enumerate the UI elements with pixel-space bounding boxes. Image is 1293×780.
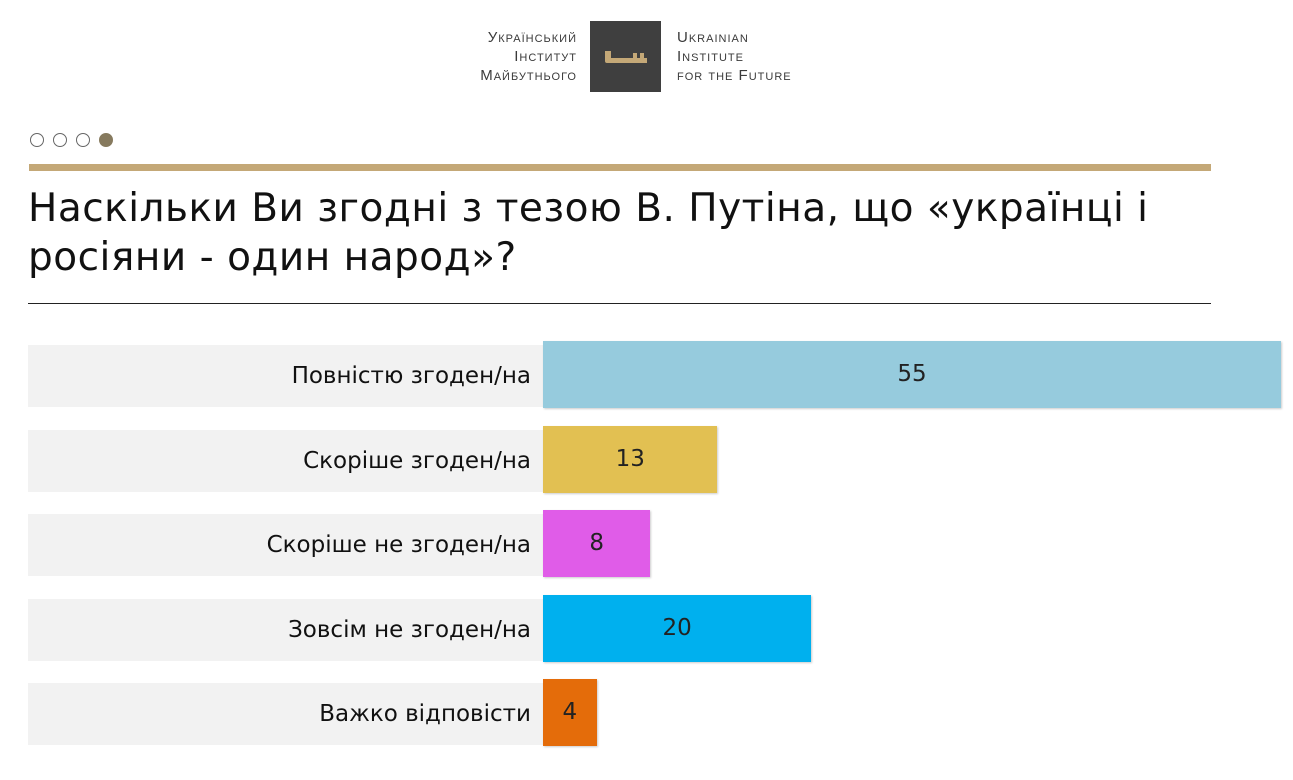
logo-line: Institute [677,48,744,65]
title-rule [28,303,1211,304]
bar: 4 [543,679,597,746]
category-label: Повністю згоден/на [28,345,543,407]
logo-line: for the Future [677,67,792,84]
category-label: Зовсім не згоден/на [28,598,543,661]
logo-line: Ukrainian [677,29,749,46]
logo-line: Майбутнього [480,67,577,84]
category-label: Скоріше не згоден/на [28,514,543,576]
chart-title: Наскільки Ви згодні з тезою В. Путіна, щ… [28,186,1149,280]
bar: 20 [543,594,812,662]
data-label: 13 [615,445,645,472]
page-dot[interactable] [76,133,90,147]
category-label: Скоріше згоден/на [28,429,543,492]
logo-text-en: Ukrainian Institute for the Future [677,28,792,85]
data-label: 20 [662,614,692,641]
key-icon [590,21,661,92]
data-label: 55 [897,361,927,387]
bar: 8 [543,510,651,577]
data-label: 4 [562,699,578,725]
page-dot[interactable] [30,133,44,147]
logo-line: Інститут [514,48,577,65]
logo: Український Інститут Майбутнього Ukraini… [447,21,792,92]
logo-line: Український [487,29,577,46]
slide-pagination [30,133,113,147]
category-label: Важко відповісти [28,683,543,745]
data-label: 8 [589,530,604,556]
bar: 55 [543,341,1281,408]
page-dot[interactable] [53,133,67,147]
gold-divider [29,164,1211,171]
logo-text-ua: Український Інститут Майбутнього [447,28,577,85]
bar: 13 [543,425,718,493]
page-dot-active[interactable] [99,133,113,147]
